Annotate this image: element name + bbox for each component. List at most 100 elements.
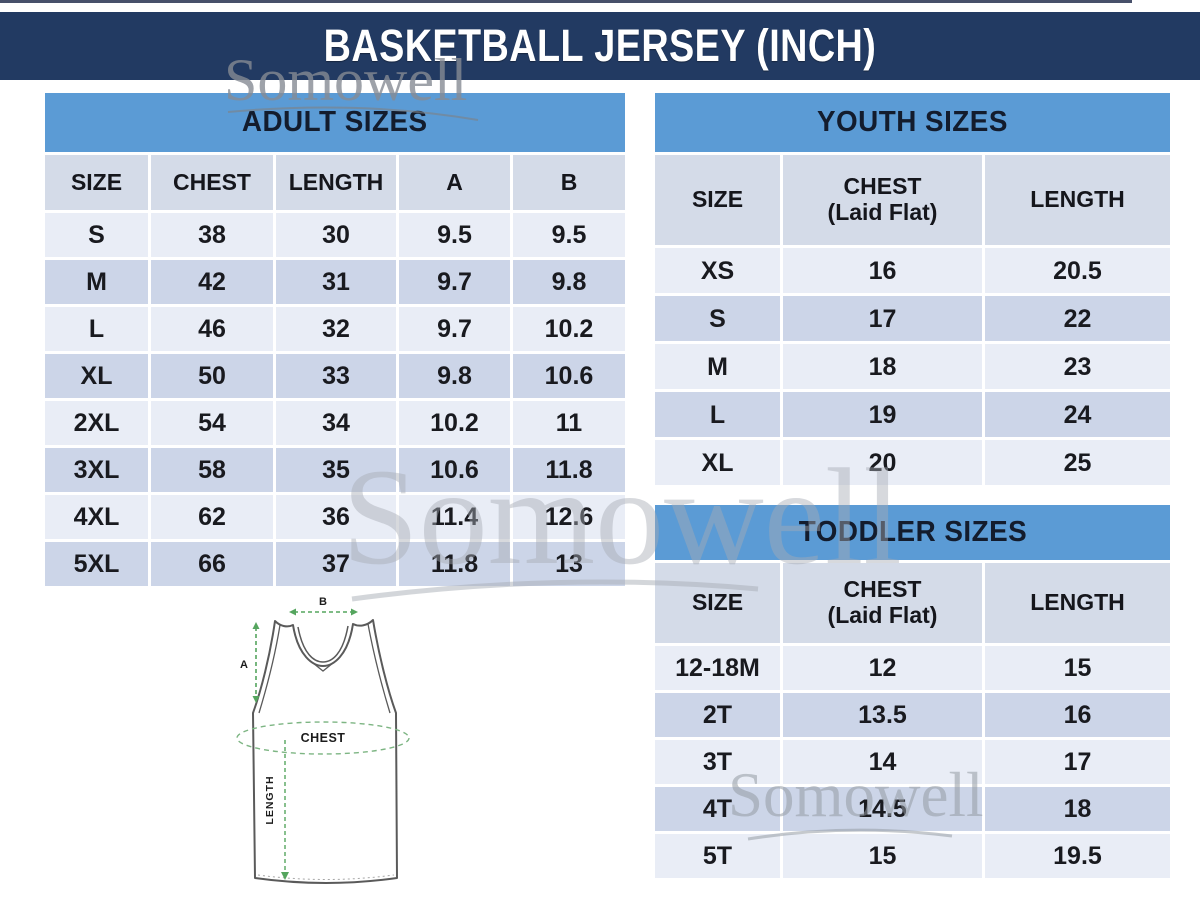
data-cell: S — [655, 296, 780, 341]
data-cell: L — [45, 307, 148, 351]
measure-b-arrowhead-right — [351, 608, 358, 616]
data-cell: 66 — [151, 542, 273, 586]
data-cell: 3XL — [45, 448, 148, 492]
jersey-neckband-line — [297, 625, 349, 663]
data-cell: 22 — [985, 296, 1170, 341]
data-cell: 20.5 — [985, 248, 1170, 293]
jersey-measurement-diagram: B A CHEST LENGTH — [236, 596, 410, 884]
data-cell: 34 — [276, 401, 396, 445]
data-cell: 9.7 — [399, 260, 510, 304]
data-cell: L — [655, 392, 780, 437]
data-cell: M — [655, 344, 780, 389]
data-cell: 11.4 — [399, 495, 510, 539]
measure-length-arrowhead — [281, 872, 289, 880]
jersey-right-armhole-trim — [367, 623, 391, 714]
toddler-table-title-band: TODDLER SIZES — [655, 505, 1170, 560]
column-header-cell: LENGTH — [276, 155, 396, 210]
data-cell: 10.6 — [513, 354, 625, 398]
data-cell: 62 — [151, 495, 273, 539]
column-header-cell: LENGTH — [985, 563, 1170, 643]
measure-chest-label: CHEST — [301, 731, 346, 745]
toddler-sizes-table: TODDLER SIZES SIZE CHEST (Laid Flat) LENGTH… — [655, 505, 1170, 878]
data-cell: 30 — [276, 213, 396, 257]
data-cell: 54 — [151, 401, 273, 445]
data-cell: 11.8 — [513, 448, 625, 492]
data-cell: XS — [655, 248, 780, 293]
data-cell: 14.5 — [783, 787, 982, 831]
data-cell: 3T — [655, 740, 780, 784]
data-cell: XL — [45, 354, 148, 398]
data-cell: 32 — [276, 307, 396, 351]
data-cell: 15 — [783, 834, 982, 878]
data-cell: 19.5 — [985, 834, 1170, 878]
data-cell: 42 — [151, 260, 273, 304]
data-cell: 12-18M — [655, 646, 780, 690]
data-cell: S — [45, 213, 148, 257]
adult-table-grid: SIZE CHEST LENGTH A B S 38 30 9.5 9.5 M 42 31 9.7 9.8 L… — [45, 155, 625, 586]
column-header-cell: LENGTH — [985, 155, 1170, 245]
column-header-cell: CHEST (Laid Flat) — [783, 563, 982, 643]
data-cell: 9.8 — [399, 354, 510, 398]
data-cell: 4T — [655, 787, 780, 831]
data-cell: 14 — [783, 740, 982, 784]
measure-chest-ellipse — [236, 721, 410, 755]
column-header-cell: CHEST — [151, 155, 273, 210]
data-cell: 10.2 — [399, 401, 510, 445]
data-cell: 38 — [151, 213, 273, 257]
data-cell: 2T — [655, 693, 780, 737]
measure-b-arrowhead-left — [289, 608, 296, 616]
youth-table-title: YOUTH SIZES — [817, 106, 1008, 138]
toddler-table-title: TODDLER SIZES — [798, 516, 1027, 548]
data-cell: 13.5 — [783, 693, 982, 737]
data-cell: 46 — [151, 307, 273, 351]
data-cell: 19 — [783, 392, 982, 437]
data-cell: 18 — [985, 787, 1170, 831]
jersey-left-armhole-trim — [258, 624, 281, 714]
data-cell: 16 — [783, 248, 982, 293]
data-cell: 11 — [513, 401, 625, 445]
data-cell: 13 — [513, 542, 625, 586]
data-cell: 50 — [151, 354, 273, 398]
data-cell: 16 — [985, 693, 1170, 737]
data-cell: 5XL — [45, 542, 148, 586]
data-cell: 36 — [276, 495, 396, 539]
jersey-hem-stitching — [257, 874, 395, 880]
top-border-line — [0, 0, 1132, 3]
title-banner: BASKETBALL JERSEY (INCH) — [0, 12, 1200, 80]
data-cell: 9.8 — [513, 260, 625, 304]
data-cell: 17 — [985, 740, 1170, 784]
data-cell: 58 — [151, 448, 273, 492]
data-cell: 23 — [985, 344, 1170, 389]
measure-a-arrowhead-bottom — [252, 696, 260, 703]
data-cell: 25 — [985, 440, 1170, 485]
column-header-cell: B — [513, 155, 625, 210]
measure-b-label: B — [319, 596, 327, 608]
adult-table-title: ADULT SIZES — [242, 106, 428, 138]
youth-table-title-band: YOUTH SIZES — [655, 93, 1170, 152]
data-cell: 2XL — [45, 401, 148, 445]
adult-sizes-table: ADULT SIZES SIZE CHEST LENGTH A B S 38 30 9.5 9.5… — [45, 93, 625, 586]
data-cell: 15 — [985, 646, 1170, 690]
data-cell: 20 — [783, 440, 982, 485]
data-cell: 9.5 — [513, 213, 625, 257]
data-cell: 9.7 — [399, 307, 510, 351]
column-header-cell: CHEST (Laid Flat) — [783, 155, 982, 245]
data-cell: 10.2 — [513, 307, 625, 351]
data-cell: 18 — [783, 344, 982, 389]
column-header-cell: SIZE — [45, 155, 148, 210]
data-cell: 9.5 — [399, 213, 510, 257]
jersey-outline — [252, 619, 398, 884]
data-cell: 5T — [655, 834, 780, 878]
data-cell: 35 — [276, 448, 396, 492]
data-cell: 11.8 — [399, 542, 510, 586]
data-cell: 10.6 — [399, 448, 510, 492]
jersey-neck-v-line — [312, 662, 334, 672]
measure-a-label: A — [240, 659, 248, 671]
data-cell: 17 — [783, 296, 982, 341]
measure-a-arrowhead-top — [252, 622, 260, 629]
youth-sizes-table: YOUTH SIZES SIZE CHEST (Laid Flat) LENGTH XS… — [655, 93, 1170, 485]
page-title: BASKETBALL JERSEY (INCH) — [323, 20, 877, 71]
column-header-cell: SIZE — [655, 563, 780, 643]
measure-length-label: LENGTH — [264, 775, 276, 824]
data-cell: 31 — [276, 260, 396, 304]
